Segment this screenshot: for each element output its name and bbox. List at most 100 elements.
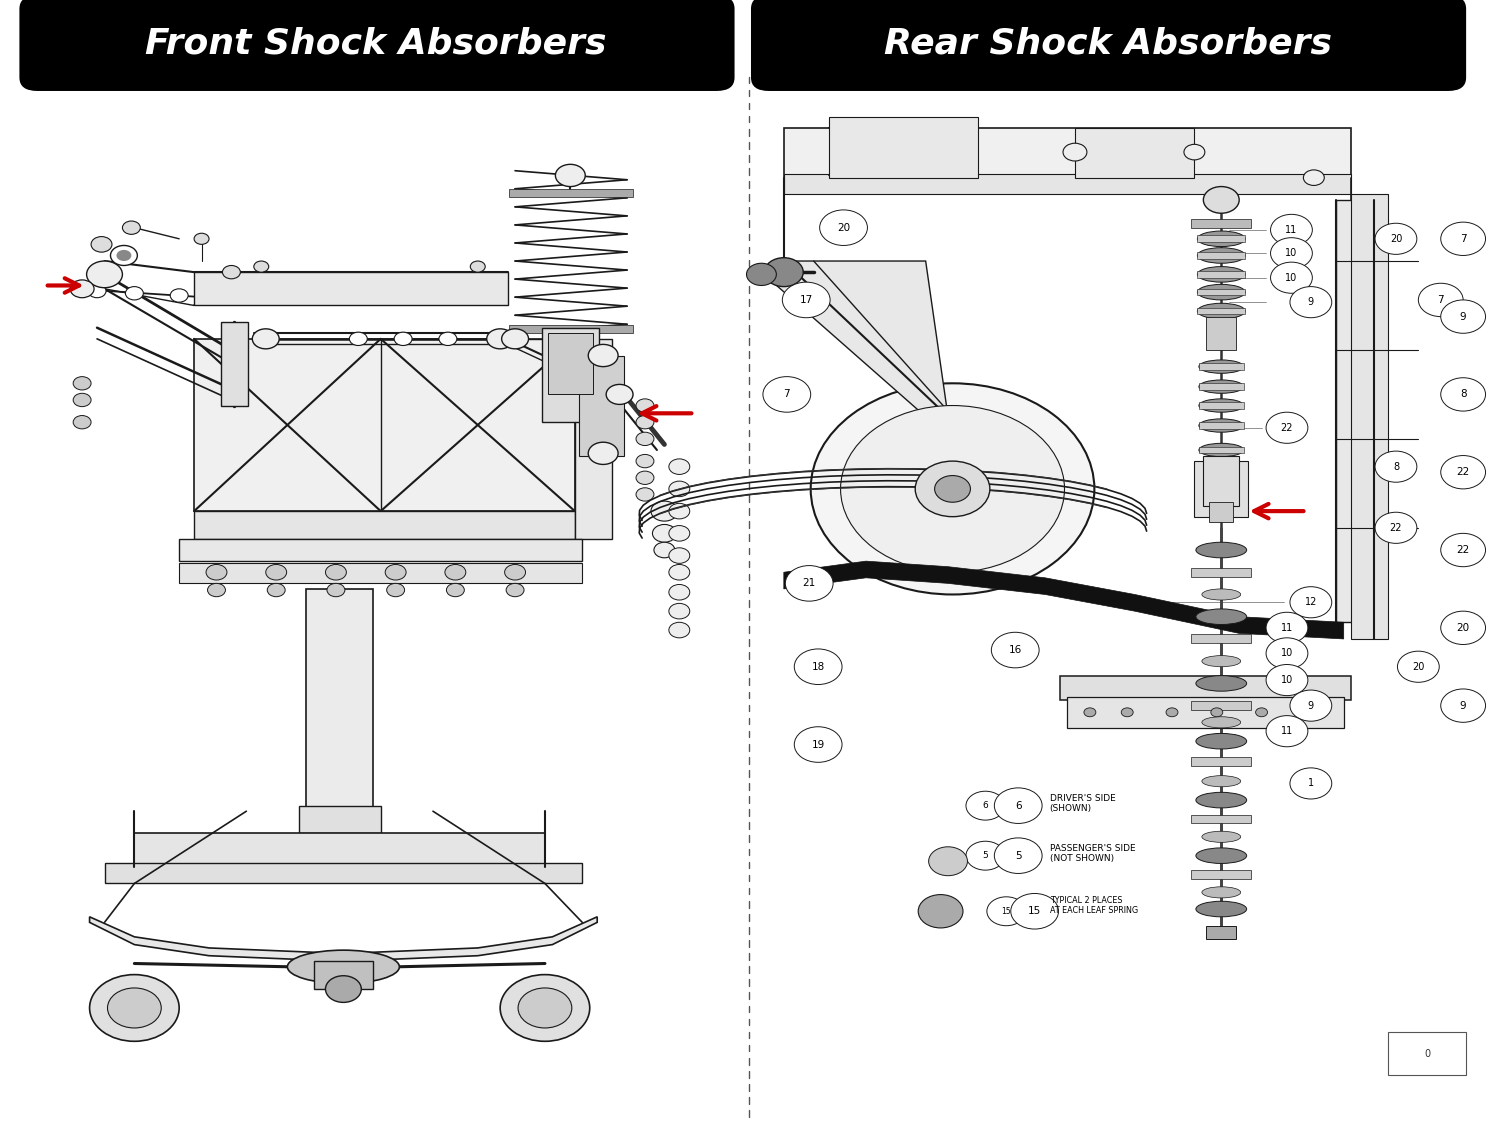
Bar: [221, 323, 248, 406]
Circle shape: [439, 332, 457, 345]
Ellipse shape: [287, 950, 400, 984]
Text: TYPICAL 2 PLACES
AT EACH LEAF SPRING: TYPICAL 2 PLACES AT EACH LEAF SPRING: [1050, 896, 1138, 916]
Circle shape: [1441, 456, 1486, 488]
Circle shape: [110, 246, 137, 265]
Circle shape: [1256, 708, 1268, 716]
Circle shape: [470, 261, 485, 272]
FancyBboxPatch shape: [751, 0, 1466, 91]
Circle shape: [636, 472, 654, 484]
Circle shape: [935, 476, 970, 502]
Ellipse shape: [1199, 360, 1244, 373]
Ellipse shape: [1197, 303, 1245, 319]
Circle shape: [325, 976, 361, 1003]
Circle shape: [222, 265, 240, 279]
Ellipse shape: [1202, 831, 1241, 843]
Circle shape: [588, 344, 618, 367]
Text: 20: 20: [1390, 233, 1402, 244]
Circle shape: [107, 988, 161, 1028]
Bar: [509, 326, 633, 333]
Circle shape: [73, 415, 91, 429]
Circle shape: [1303, 170, 1324, 185]
Ellipse shape: [1196, 733, 1247, 749]
Circle shape: [387, 583, 405, 597]
Text: 1: 1: [1308, 778, 1314, 788]
Text: 16: 16: [1009, 645, 1021, 655]
Ellipse shape: [1196, 848, 1247, 863]
Circle shape: [636, 432, 654, 446]
Ellipse shape: [1199, 380, 1244, 394]
Circle shape: [327, 583, 345, 597]
Text: 5: 5: [982, 852, 988, 861]
Circle shape: [555, 165, 585, 186]
Circle shape: [782, 282, 830, 318]
Bar: [754, 83, 1486, 1117]
Text: 7: 7: [1460, 233, 1466, 244]
Circle shape: [445, 564, 466, 580]
Circle shape: [394, 332, 412, 345]
Text: 20: 20: [838, 222, 850, 232]
Circle shape: [820, 210, 867, 246]
Text: 15: 15: [1029, 906, 1041, 916]
Text: 12: 12: [1305, 597, 1317, 607]
Text: 22: 22: [1281, 423, 1293, 433]
Text: 17: 17: [800, 294, 812, 305]
Circle shape: [122, 221, 140, 235]
Text: 8: 8: [1460, 389, 1466, 399]
Bar: [299, 805, 381, 834]
Text: 6: 6: [1015, 801, 1021, 811]
Circle shape: [669, 584, 690, 600]
Circle shape: [88, 284, 106, 298]
Bar: [105, 863, 582, 883]
Ellipse shape: [1196, 792, 1247, 808]
Text: 18: 18: [812, 662, 824, 672]
Circle shape: [966, 791, 1005, 820]
Circle shape: [325, 564, 346, 580]
Text: 22: 22: [1457, 467, 1469, 477]
Circle shape: [70, 280, 94, 298]
Bar: [1197, 236, 1245, 243]
Ellipse shape: [1196, 901, 1247, 917]
Bar: [1197, 289, 1245, 296]
Circle shape: [1418, 283, 1463, 317]
Text: 9: 9: [1308, 700, 1314, 711]
Text: PASSENGER'S SIDE
(NOT SHOWN): PASSENGER'S SIDE (NOT SHOWN): [1050, 844, 1135, 863]
Bar: [1191, 702, 1251, 711]
Circle shape: [669, 603, 690, 619]
Ellipse shape: [1199, 443, 1244, 457]
Text: Front Shock Absorbers: Front Shock Absorbers: [145, 26, 608, 60]
Circle shape: [446, 583, 464, 597]
Circle shape: [116, 250, 131, 261]
Ellipse shape: [1199, 399, 1244, 412]
Circle shape: [206, 564, 227, 580]
Bar: [1191, 567, 1251, 576]
Bar: [1191, 757, 1251, 766]
Circle shape: [1203, 186, 1239, 213]
Circle shape: [606, 385, 633, 405]
Circle shape: [1211, 708, 1223, 716]
Circle shape: [87, 261, 122, 288]
Bar: [784, 127, 1351, 178]
Circle shape: [669, 564, 690, 580]
Bar: [1191, 870, 1251, 879]
Text: 9: 9: [1308, 297, 1314, 307]
Text: 7: 7: [784, 389, 790, 399]
Circle shape: [764, 257, 803, 287]
Circle shape: [636, 399, 654, 412]
Bar: [1203, 456, 1239, 505]
Ellipse shape: [1197, 231, 1245, 247]
Bar: [1194, 461, 1248, 517]
Ellipse shape: [1197, 266, 1245, 282]
Ellipse shape: [1199, 418, 1244, 432]
Circle shape: [841, 406, 1065, 572]
Circle shape: [588, 442, 618, 465]
Circle shape: [1166, 708, 1178, 716]
Circle shape: [1290, 287, 1332, 318]
Circle shape: [1290, 690, 1332, 721]
Circle shape: [266, 564, 287, 580]
Bar: [1199, 384, 1244, 390]
Ellipse shape: [1202, 776, 1241, 786]
Circle shape: [73, 394, 91, 406]
Circle shape: [1441, 689, 1486, 722]
Polygon shape: [761, 261, 948, 416]
Bar: [548, 333, 593, 395]
